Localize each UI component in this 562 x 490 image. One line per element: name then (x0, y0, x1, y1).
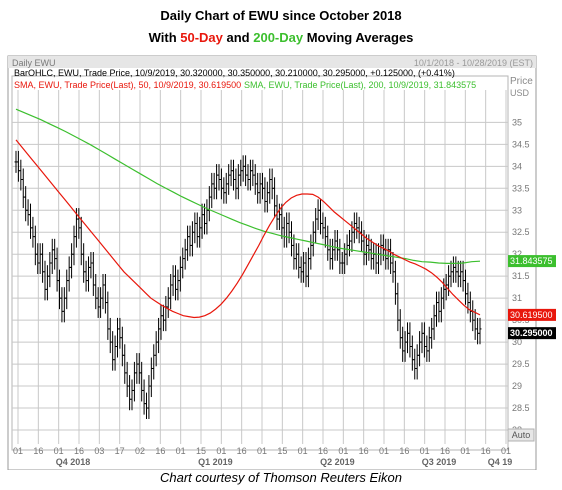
x-tick-label: 01 (298, 446, 308, 456)
x-axis: 01 16 01 16 03 17 02 16 01 15 01 16 01 15 01 16 01 16 01 16… (13, 446, 512, 467)
x-tick-label: 16 (74, 446, 84, 456)
quarter-label: Q4 19 (488, 457, 513, 467)
panel-label: Daily EWU (12, 58, 56, 68)
x-tick-label: 16 (155, 446, 165, 456)
x-tick-label: 01 (460, 446, 470, 456)
sma50-line (15, 139, 481, 319)
x-tick-label: 01 (216, 446, 226, 456)
subtitle-sma50: 50-Day (180, 30, 223, 45)
x-tick-label: 16 (237, 446, 247, 456)
subtitle-sma200: 200-Day (253, 30, 304, 45)
auto-scale-button[interactable] (507, 428, 535, 442)
grid-lines (12, 90, 508, 444)
quarter-label: Q3 2019 (422, 457, 457, 467)
x-tick-label: 01 (379, 446, 389, 456)
sma50-value-tag (508, 308, 556, 321)
x-tick-label: 01 (420, 446, 430, 456)
y-tick-label: 29.5 (512, 359, 530, 369)
x-tick-label: 16 (318, 446, 328, 456)
chart-subtitle: With 50-Day and 200-Day Moving Averages (0, 30, 562, 45)
quarter-label: Q2 2019 (320, 457, 355, 467)
y-tick-label: 34.5 (512, 139, 530, 149)
x-tick-label: 16 (481, 446, 491, 456)
y-tick-label: 33 (512, 205, 522, 215)
chart-credit: Chart courtesy of Thomson Reuters Eikon (159, 470, 403, 485)
y-tick-label: 34 (512, 161, 522, 171)
x-tick-label: 01 (501, 446, 511, 456)
x-tick-label: 01 (54, 446, 64, 456)
x-tick-label: 15 (277, 446, 287, 456)
x-tick-label: 01 (257, 446, 267, 456)
x-tick-label: 16 (33, 446, 43, 456)
subtitle-post: Moving Averages (303, 30, 414, 45)
quarter-label: Q1 2019 (198, 457, 233, 467)
y-tick-label: 33.5 (512, 183, 530, 193)
x-tick-label: 01 (176, 446, 186, 456)
y-tick-label: 32.5 (512, 227, 530, 237)
auto-scale-label: Auto (512, 430, 531, 440)
y-tick-label: 31 (512, 293, 522, 303)
sma50-value-tag-text: 30.619500 (510, 310, 553, 320)
legend-sma50: SMA, EWU, Trade Price(Last), 50, 10/9/20… (14, 80, 241, 90)
y-tick-label: 30 (512, 337, 522, 347)
x-tick-label: 16 (440, 446, 450, 456)
price-label: Price (510, 76, 533, 87)
ohlc-bars (14, 150, 482, 420)
plot-area (11, 75, 509, 451)
last-price-tag (508, 327, 556, 340)
y-tick-label: 31.5 (512, 271, 530, 281)
x-tick-label: 01 (13, 446, 23, 456)
x-tick-label: 02 (135, 446, 145, 456)
sma200-value-tag (508, 255, 556, 268)
quarter-label: Q4 2018 (56, 457, 91, 467)
currency-label: USD (510, 88, 530, 98)
x-tick-label: 15 (196, 446, 206, 456)
y-tick-label: 32 (512, 249, 522, 259)
x-tick-label: 01 (338, 446, 348, 456)
value-tags: 31.843575 30.619500 30.295000 (508, 255, 556, 340)
date-range: 10/1/2018 - 10/28/2019 (EST) (414, 58, 533, 68)
x-tick-label: 16 (399, 446, 409, 456)
last-price-tag-text: 30.295000 (510, 328, 553, 338)
legend-bar: BarOHLC, EWU, Trade Price, 10/9/2019, 30… (14, 68, 455, 78)
legend-sma200: SMA, EWU, Trade Price(Last), 200, 10/9/2… (244, 80, 476, 90)
x-tick-label: 03 (94, 446, 104, 456)
x-tick-label: 16 (359, 446, 369, 456)
y-tick-label: 29 (512, 381, 522, 391)
ewu-daily-chart[interactable]: Daily EWU 10/1/2018 - 10/28/2019 (EST) P… (0, 0, 562, 470)
subtitle-mid: and (222, 30, 254, 45)
sma200-value-tag-text: 31.843575 (510, 256, 553, 266)
subtitle-pre: With (148, 30, 181, 45)
moving-average-lines (15, 108, 481, 319)
x-tick-label: 17 (115, 446, 125, 456)
chart-title: Daily Chart of EWU since October 2018 (160, 8, 402, 23)
y-tick-label: 35 (512, 117, 522, 127)
y-tick-label: 28.5 (512, 403, 530, 413)
